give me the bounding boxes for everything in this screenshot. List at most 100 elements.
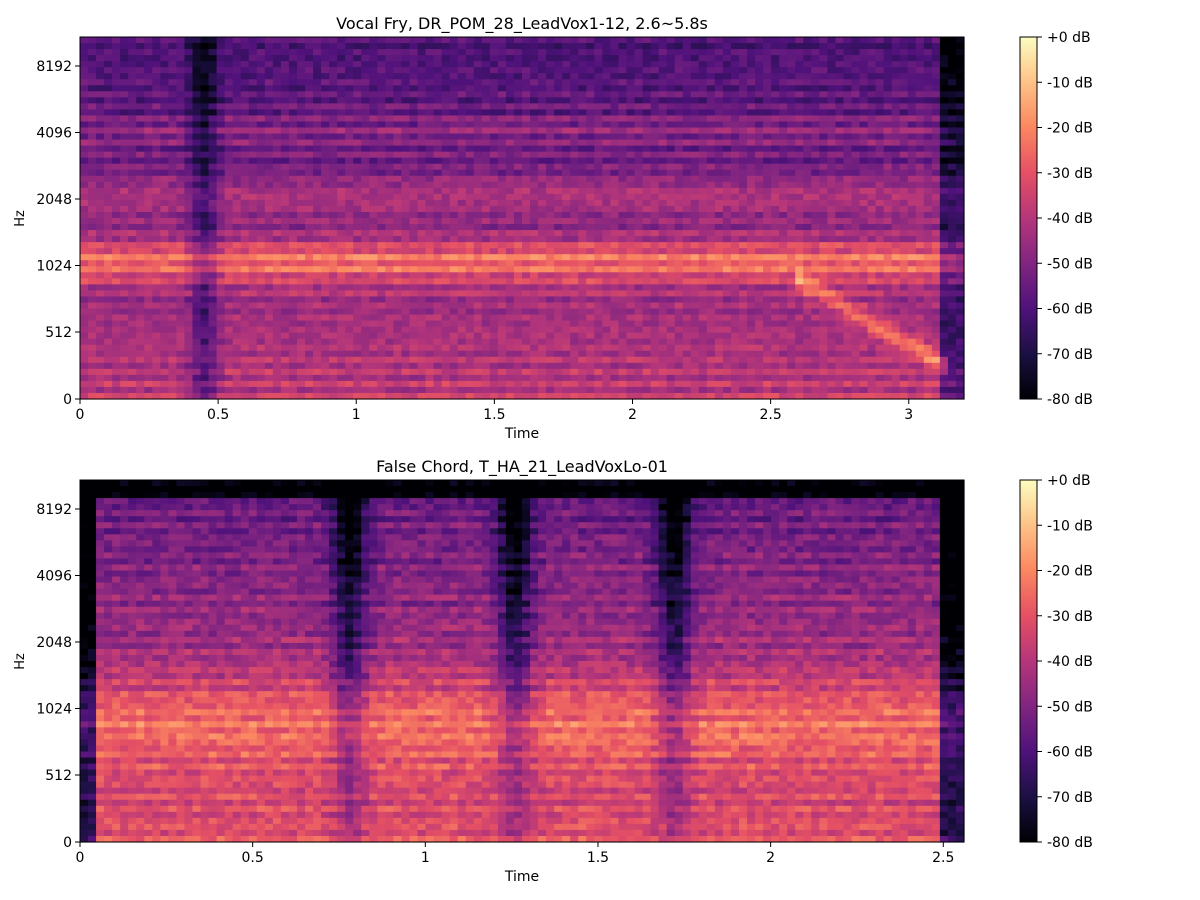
heatmap-cell (562, 61, 571, 68)
heatmap-cell (666, 248, 676, 255)
heatmap-cell (345, 266, 354, 273)
heatmap-cell (602, 127, 611, 135)
heatmap-cell (96, 356, 105, 364)
heatmap-cell (401, 49, 411, 56)
heatmap-cell (321, 151, 330, 159)
heatmap-cell (128, 37, 137, 44)
heatmap-cell (698, 61, 708, 68)
heatmap-cell (337, 272, 346, 279)
heatmap-cell (256, 205, 266, 213)
heatmap-cell (296, 133, 306, 141)
heatmap-cell (128, 284, 137, 291)
heatmap-cell (168, 296, 178, 304)
heatmap-cell (530, 326, 539, 334)
heatmap-cell (313, 187, 322, 195)
heatmap-cell (329, 85, 338, 92)
heatmap-cell (738, 266, 748, 273)
heatmap-cell (578, 236, 587, 243)
heatmap-cell (128, 145, 137, 153)
heatmap-cell (176, 350, 186, 358)
heatmap-cell (168, 97, 178, 104)
heatmap-cell (481, 296, 491, 304)
heatmap-cell (361, 290, 370, 298)
heatmap-cell (497, 308, 507, 316)
heatmap-cell (473, 157, 483, 165)
heatmap-cell (184, 139, 194, 147)
heatmap-cell (200, 254, 210, 261)
heatmap-cell (232, 254, 242, 261)
heatmap-cell (313, 296, 322, 304)
heatmap-cell (240, 332, 250, 340)
heatmap-cell (505, 314, 515, 322)
heatmap-cell (546, 302, 555, 310)
heatmap-cell (586, 248, 595, 255)
heatmap-cell (594, 91, 603, 98)
heatmap-cell (481, 73, 491, 80)
heatmap-cell (562, 308, 571, 316)
heatmap-cell (634, 199, 644, 207)
heatmap-cell (152, 284, 161, 291)
heatmap-cell (160, 350, 169, 358)
heatmap-cell (425, 193, 435, 201)
heatmap-cell (618, 109, 628, 117)
heatmap-cell (626, 193, 636, 201)
heatmap-cell (80, 356, 89, 364)
heatmap-cell (160, 211, 169, 219)
heatmap-cell (554, 151, 563, 159)
heatmap-cell (497, 344, 507, 352)
heatmap-cell (449, 61, 459, 68)
heatmap-cell (634, 157, 644, 165)
heatmap-cell (393, 356, 403, 364)
heatmap-cell (305, 296, 314, 304)
heatmap-cell (240, 157, 250, 165)
heatmap-cell (674, 326, 684, 334)
heatmap-cell (738, 163, 748, 171)
heatmap-cell (642, 163, 652, 171)
heatmap-cell (272, 127, 282, 135)
heatmap-cell (256, 284, 266, 291)
heatmap-cell (248, 314, 258, 322)
heatmap-cell (642, 43, 652, 50)
heatmap-cell (88, 79, 97, 86)
heatmap-cell (538, 145, 547, 153)
heatmap-cell (96, 296, 105, 304)
heatmap-cell (224, 139, 234, 147)
heatmap-cell (104, 326, 113, 334)
heatmap-cell (666, 97, 676, 104)
heatmap-cell (722, 290, 732, 298)
heatmap-cell (112, 151, 121, 159)
heatmap-cell (602, 73, 611, 80)
heatmap-cell (586, 308, 595, 316)
heatmap-cell (296, 187, 306, 195)
heatmap-cell (449, 181, 459, 189)
heatmap-cell (522, 368, 531, 376)
heatmap-cell (690, 187, 700, 195)
heatmap-cell (88, 344, 97, 352)
heatmap-cell (698, 121, 708, 129)
heatmap-cell (546, 392, 555, 400)
heatmap-cell (144, 356, 153, 364)
heatmap-cell (88, 266, 97, 273)
heatmap-cell (690, 242, 700, 249)
heatmap-cell (280, 193, 290, 201)
heatmap-cell (361, 326, 370, 334)
heatmap-cell (441, 157, 451, 165)
heatmap-cell (256, 230, 266, 237)
heatmap-cell (136, 73, 145, 80)
heatmap-cell (120, 67, 129, 74)
heatmap-cell (658, 163, 668, 171)
heatmap-cell (288, 79, 298, 86)
heatmap-cell (546, 242, 555, 249)
heatmap-cell (152, 121, 161, 129)
heatmap-cell (674, 55, 684, 62)
heatmap-cell (546, 115, 555, 123)
heatmap-cell (465, 242, 475, 249)
heatmap-cell (329, 374, 338, 382)
heatmap-cell (296, 211, 306, 219)
heatmap-cell (690, 73, 700, 80)
heatmap-cell (473, 332, 483, 340)
heatmap-cell (369, 37, 378, 44)
heatmap-cell (361, 79, 370, 86)
heatmap-cell (144, 326, 153, 334)
heatmap-cell (570, 326, 579, 334)
